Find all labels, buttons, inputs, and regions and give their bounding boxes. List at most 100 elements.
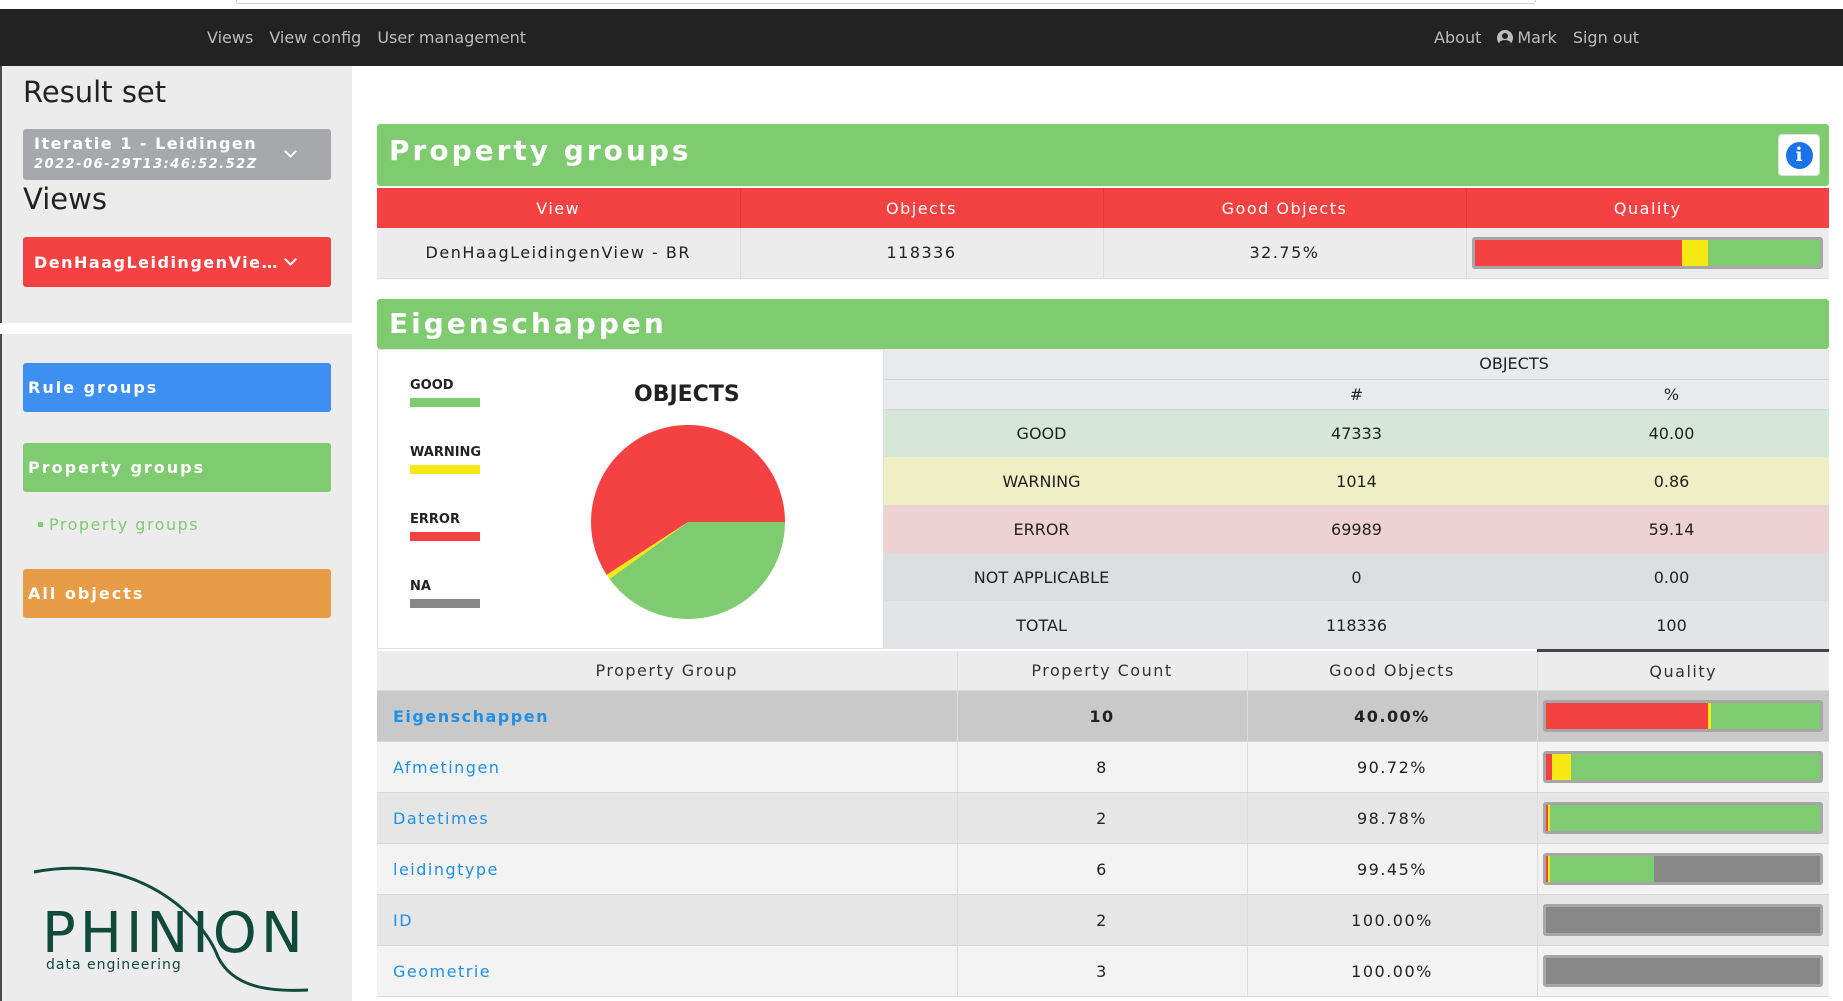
col-quality: Quality <box>1466 188 1829 228</box>
property-group-link[interactable]: ID <box>377 894 958 946</box>
quality-bar <box>1543 802 1824 834</box>
property-group-link[interactable]: Afmetingen <box>377 741 958 793</box>
nav-link-sign-out[interactable]: Sign out <box>1572 28 1639 47</box>
chevron-down-icon <box>284 145 297 158</box>
view-name: DenHaagLeidingenView - BR <box>377 228 741 279</box>
nav-link-about[interactable]: About <box>1434 28 1482 47</box>
rule-groups-button[interactable]: Rule groups <box>23 363 331 412</box>
status-count: 1014 <box>1199 457 1514 505</box>
pie-chart-title: OBJECTS <box>634 382 740 407</box>
property-count: 8 <box>957 741 1248 793</box>
col-count: # <box>1199 379 1514 410</box>
table-row[interactable]: ID 2 100.00% <box>377 894 1829 946</box>
legend-error: ERROR <box>410 512 480 541</box>
nav-user-menu[interactable]: Mark <box>1497 28 1557 47</box>
info-button[interactable]: i <box>1778 134 1820 176</box>
table-row: WARNING 1014 0.86 <box>884 457 1829 505</box>
good-segment <box>1570 754 1821 780</box>
nav-link-user-management[interactable]: User management <box>377 28 527 47</box>
quality-bar <box>1543 955 1824 987</box>
property-group-link[interactable]: Datetimes <box>377 792 958 844</box>
blank-header <box>884 349 1199 380</box>
good-objects-value: 32.75% <box>1103 228 1467 279</box>
good-objects-value: 98.78% <box>1247 792 1538 844</box>
status-percent: 59.14 <box>1514 505 1829 553</box>
property-groups-panel-title: Property groups <box>377 124 1829 186</box>
legend-good: GOOD <box>410 378 480 407</box>
blank-header <box>884 379 1199 410</box>
legend-swatch <box>410 465 480 474</box>
table-row[interactable]: Datetimes 2 98.78% <box>377 792 1829 844</box>
eigenschappen-panel-title: Eigenschappen <box>377 299 1829 349</box>
table-row: ERROR 69989 59.14 <box>884 505 1829 553</box>
pie-svg <box>591 424 785 619</box>
view-select-label: DenHaagLeidingenView - BR <box>34 252 284 272</box>
error-segment <box>1546 805 1549 831</box>
status-label: ERROR <box>884 505 1199 553</box>
legend-swatch <box>410 599 480 608</box>
col-good-objects: Good Objects <box>1103 188 1467 228</box>
view-select[interactable]: DenHaagLeidingenView - BR <box>23 237 331 287</box>
all-objects-button[interactable]: All objects <box>23 569 331 618</box>
user-circle-icon <box>1497 29 1514 46</box>
quality-bar <box>1472 236 1824 269</box>
table-row[interactable]: DenHaagLeidingenView - BR 118336 32.75% <box>377 228 1829 279</box>
quality-bar <box>1543 751 1824 783</box>
property-group-table: Property Group Property Count Good Objec… <box>377 649 1829 997</box>
property-groups-button[interactable]: Property groups <box>23 443 331 492</box>
status-label: TOTAL <box>884 601 1199 649</box>
col-good-objects[interactable]: Good Objects <box>1247 650 1538 691</box>
chevron-down-icon <box>284 253 297 266</box>
property-group-link[interactable]: Geometrie <box>377 945 958 997</box>
objects-summary-table: OBJECTS # % GOOD 47333 40.00 WARNING 101… <box>884 349 1829 649</box>
nav-link-views[interactable]: Views <box>207 28 254 47</box>
warning-segment <box>1707 703 1711 729</box>
warning-segment <box>1682 239 1709 266</box>
property-group-link[interactable]: Eigenschappen <box>377 690 958 742</box>
col-percent: % <box>1514 379 1829 410</box>
objects-group-header: OBJECTS <box>1199 349 1829 380</box>
col-property-count[interactable]: Property Count <box>957 650 1248 691</box>
nav-link-view-config[interactable]: View config <box>269 28 362 47</box>
property-group-link[interactable]: leidingtype <box>377 843 958 895</box>
quality-cell <box>1537 894 1829 946</box>
col-property-group[interactable]: Property Group <box>377 650 958 691</box>
col-objects: Objects <box>740 188 1104 228</box>
quality-cell <box>1537 741 1829 793</box>
error-segment <box>1546 703 1708 729</box>
table-row: NOT APPLICABLE 0 0.00 <box>884 553 1829 601</box>
property-count: 2 <box>957 894 1248 946</box>
status-count: 118336 <box>1199 601 1514 649</box>
status-label: WARNING <box>884 457 1199 505</box>
warning-segment <box>1548 805 1550 831</box>
good-segment <box>1549 856 1654 882</box>
warning-segment <box>1548 856 1550 882</box>
result-set-name: Iteratie 1 - Leidingen <box>34 134 258 153</box>
status-percent: 40.00 <box>1514 409 1829 457</box>
good-objects-value: 40.00% <box>1247 690 1538 742</box>
nav-left: Views View config User management <box>207 9 526 66</box>
property-count: 3 <box>957 945 1248 997</box>
objects-pie-chart: GOOD WARNING ERROR NA OBJECTS <box>377 349 884 649</box>
legend-label: NA <box>410 579 431 594</box>
status-count: 69989 <box>1199 505 1514 553</box>
info-icon: i <box>1785 141 1813 169</box>
col-view: View <box>377 188 741 228</box>
table-row[interactable]: Geometrie 3 100.00% <box>377 945 1829 997</box>
property-groups-sublink[interactable]: Property groups <box>38 515 199 534</box>
status-label: GOOD <box>884 409 1199 457</box>
table-row[interactable]: Eigenschappen 10 40.00% <box>377 690 1829 742</box>
sidebar-divider <box>0 323 352 334</box>
top-navbar: Views View config User management About … <box>0 9 1843 66</box>
quality-cell <box>1537 690 1829 742</box>
property-count: 10 <box>957 690 1248 742</box>
col-quality[interactable]: Quality <box>1537 649 1829 691</box>
svg-text:PHINION: PHINION <box>42 901 307 966</box>
result-set-select[interactable]: Iteratie 1 - Leidingen 2022-06-29T13:46:… <box>23 129 331 180</box>
quality-bar <box>1543 853 1824 885</box>
table-row[interactable]: leidingtype 6 99.45% <box>377 843 1829 895</box>
error-segment <box>1475 239 1683 266</box>
good-objects-value: 99.45% <box>1247 843 1538 895</box>
table-row[interactable]: Afmetingen 8 90.72% <box>377 741 1829 793</box>
legend-label: ERROR <box>410 512 460 527</box>
